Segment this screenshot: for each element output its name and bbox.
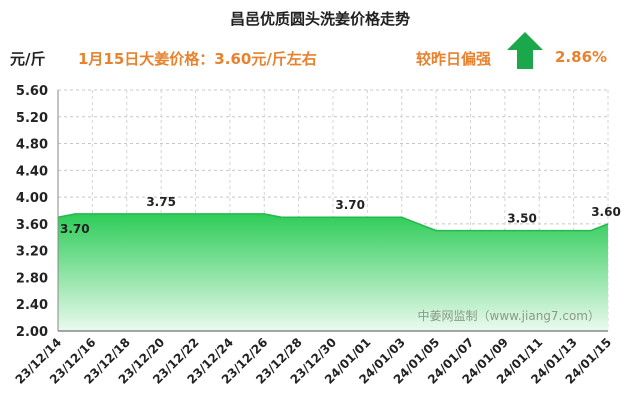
- y-tick-label: 3.60: [16, 218, 48, 233]
- price-note: 1月15日大姜价格：3.60元/斤左右: [78, 50, 317, 68]
- y-tick-label: 3.20: [16, 245, 48, 260]
- watermark: 中姜网监制（www.jiang7.com）: [418, 308, 600, 323]
- change-value: 2.86%: [555, 48, 608, 66]
- change-label: 较昨日偏强: [416, 50, 492, 68]
- data-label: 3.70: [60, 222, 90, 236]
- data-label: 3.70: [335, 198, 365, 212]
- y-tick-label: 4.40: [16, 164, 48, 179]
- data-label: 3.50: [507, 212, 537, 226]
- chart-title: 昌邑优质圆头洗姜价格走势: [229, 10, 410, 28]
- area-layer: [57, 213, 609, 331]
- label-layer: 3.70 3.75 3.70 3.50 3.60: [60, 195, 621, 236]
- y-tick-label: 5.60: [16, 84, 48, 99]
- y-tick-label: 2.40: [16, 298, 48, 313]
- data-label: 3.75: [146, 195, 176, 209]
- unit-label: 元/斤: [10, 50, 46, 68]
- up-arrow-icon: [507, 32, 543, 69]
- y-tick-label: 2.00: [16, 325, 48, 340]
- data-label: 3.60: [591, 205, 621, 219]
- y-tick-label: 4.80: [16, 138, 48, 153]
- series-line: [57, 213, 609, 232]
- y-tick-label: 5.20: [16, 111, 48, 126]
- y-tick-label: 4.00: [16, 191, 48, 206]
- series-area: [58, 213, 608, 331]
- y-tick-label: 2.80: [16, 271, 48, 286]
